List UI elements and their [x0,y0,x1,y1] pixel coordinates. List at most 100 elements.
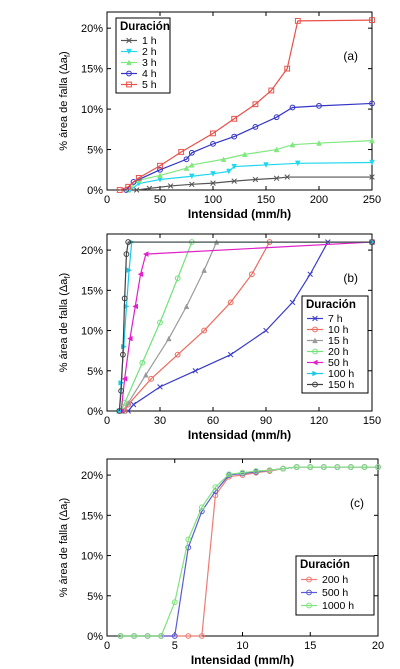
data-point [361,464,368,470]
y-axis-title: % área de falla (Δaf) [58,51,72,150]
data-point [174,275,181,282]
data-point [188,149,195,156]
data-point [198,508,205,515]
legend-marker [312,348,318,355]
data-point [185,633,192,639]
series-line [136,176,372,191]
data-point [192,368,199,374]
legend-title: Duración [120,21,170,33]
y-axis-title: % área de falla (Δaf) [58,273,72,372]
legend-marker [126,48,132,55]
data-point [146,185,153,192]
legend-marker [306,589,312,596]
x-tick-label: 10 [236,640,248,652]
x-tick-label: 100 [204,194,222,206]
legend-marker [312,359,318,366]
data-point [307,464,314,470]
data-point [131,633,138,639]
legend-box [301,295,369,394]
data-point [157,172,163,179]
data-point [125,183,132,190]
data-point [252,123,259,130]
data-point [120,351,126,358]
data-point [144,633,151,639]
data-point [185,536,192,543]
data-point [137,271,144,278]
data-point [188,173,195,180]
data-point [284,65,291,72]
data-point [293,464,300,470]
x-axis-title: Intensidad (mm/h) [188,207,291,221]
legend-marker [126,70,132,77]
data-point [198,504,205,511]
legend-entry: 10 h [328,324,349,336]
y-axis-title-sub: f [63,54,72,57]
data-point [133,187,140,193]
legend-marker [126,37,132,44]
data-point [166,335,172,342]
data-point [241,151,248,158]
legend-entry: 500 h [322,587,348,599]
legend-marker [312,326,318,333]
data-point [289,104,296,111]
y-tick-label: 0% [87,185,103,197]
series-line [122,241,372,412]
x-tick-label: 150 [257,194,275,206]
data-point [117,633,124,639]
data-point [198,633,205,639]
legend-entry: 5 h [142,79,157,91]
data-point [273,114,280,121]
data-point [227,299,234,306]
data-point [369,137,375,144]
x-tick-label: 30 [154,415,166,427]
y-axis-title-main: % área de falla (Δa [58,503,70,597]
data-point [157,319,163,326]
y-tick-label: 0% [87,631,103,643]
series-line [124,241,372,412]
data-point [125,239,132,245]
y-tick-label: 5% [87,366,103,378]
x-tick-label: 90 [260,415,272,427]
data-point [210,130,216,137]
data-point [157,162,163,169]
legend-marker [306,602,312,609]
data-point [294,18,301,24]
data-point [307,271,313,277]
y-tick-label: 15% [81,64,103,76]
data-point [130,401,137,408]
legend-marker [312,337,318,344]
panel-label: (a) [343,49,358,63]
data-point [231,115,238,122]
panel-label: (c) [350,496,364,510]
data-point [320,464,327,470]
data-point [252,101,259,108]
legend-entry: 200 h [322,574,348,586]
legend-entry: 3 h [142,57,157,69]
y-tick-label: 20% [81,470,103,482]
legend-marker [126,81,132,88]
data-point [201,267,207,273]
data-point [231,178,237,184]
y-axis-title-sub: f [63,501,72,504]
data-point [316,102,322,109]
chart-panel-1: 0 50 100 150 200 250 0% 5% 10% 15% 20% Intensidad (… [58,11,381,221]
x-tick-label: 150 [363,415,381,427]
data-point [174,351,181,358]
data-point [118,387,125,394]
y-tick-label: 10% [81,326,103,338]
legend-entry: 15 h [328,335,349,347]
y-axis-title-main: % área de falla (Δa [58,56,70,150]
data-point [183,156,190,163]
y-axis-title-end: ) [58,51,70,55]
x-tick-label: 20 [372,640,384,652]
data-point [142,251,149,257]
x-tick-label: 200 [310,194,328,206]
data-point [248,271,255,278]
y-tick-label: 5% [87,591,103,603]
data-point [201,327,208,334]
data-point [212,484,219,491]
y-tick-label: 15% [81,510,103,522]
